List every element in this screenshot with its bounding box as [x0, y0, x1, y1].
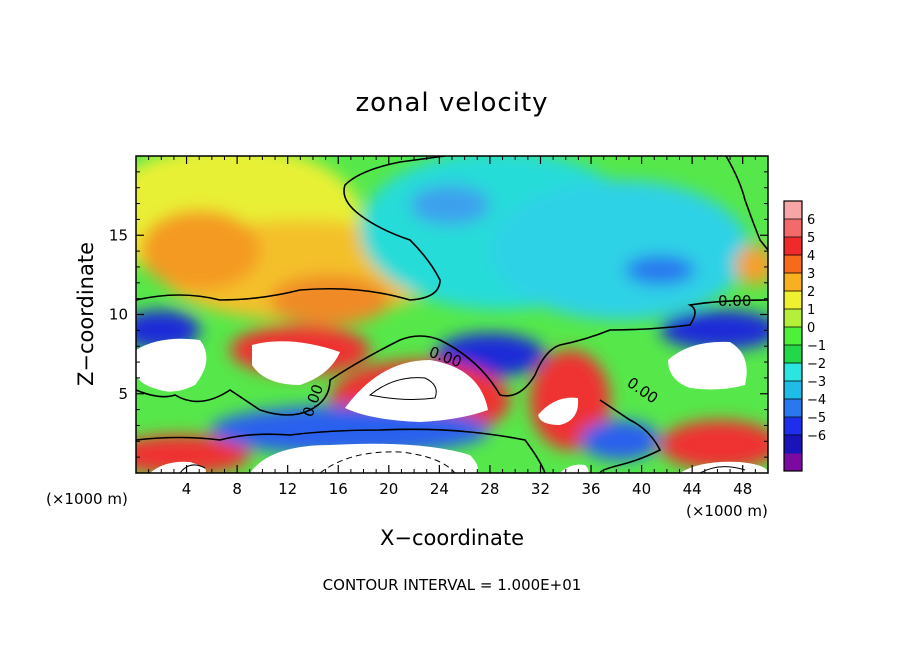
x-tick-label: 12	[278, 480, 297, 498]
y-tick-label: 10	[109, 306, 128, 324]
x-tick-label: 32	[531, 480, 550, 498]
colorbar-swatch	[784, 381, 802, 400]
colorbar-label: 6	[807, 213, 815, 228]
colorbar-label: 4	[807, 249, 815, 264]
colorbar-swatch	[784, 273, 802, 292]
colorbar-label: −6	[807, 429, 826, 444]
colorbar-label: −2	[807, 357, 826, 372]
contour-label: 0.00	[718, 292, 751, 310]
colorbar-legend: 6 5 4 3 2 1 0 −1 −2 −3 −4 −5 −6	[783, 200, 826, 472]
colorbar-swatch	[784, 255, 802, 274]
colorbar-label: 2	[807, 285, 815, 300]
colorbar-swatch	[784, 327, 802, 346]
x-tick-label: 16	[329, 480, 348, 498]
colorbar-label: 3	[807, 267, 815, 282]
contour-interval-annotation: CONTOUR INTERVAL = 1.000E+01	[322, 576, 582, 594]
colorbar-label: 5	[807, 231, 815, 246]
colorbar-label: −3	[807, 375, 826, 390]
colorbar-swatch	[784, 363, 802, 382]
x-unit-label-left: (×1000 m)	[46, 490, 128, 508]
colorbar-swatch	[784, 399, 802, 418]
x-tick-label: 48	[733, 480, 752, 498]
colorbar-swatch	[784, 237, 802, 256]
x-tick-label: 20	[379, 480, 398, 498]
colorbar-label: −5	[807, 411, 826, 426]
x-tick-label: 24	[430, 480, 449, 498]
x-tick-label: 4	[182, 480, 192, 498]
colorbar-label: −1	[807, 339, 826, 354]
chart-title: zonal velocity	[355, 88, 549, 118]
colorbar-swatch	[784, 345, 802, 364]
y-tick-label: 5	[118, 385, 128, 403]
y-tick-label: 15	[109, 226, 128, 244]
colorbar-swatch	[784, 309, 802, 328]
x-tick-label: 40	[632, 480, 651, 498]
colorbar-frame	[783, 200, 803, 472]
x-tick-label: 8	[232, 480, 242, 498]
colorbar-label: 0	[807, 321, 815, 336]
x-tick-label: 44	[683, 480, 702, 498]
velocity-field: 0.00 0.00 0.00 0.00	[136, 156, 768, 473]
colorbar-swatch	[784, 219, 802, 238]
x-axis-label: X−coordinate	[380, 526, 524, 550]
colorbar-swatch	[784, 201, 802, 220]
colorbar-swatch	[784, 435, 802, 454]
x-unit-label-right: (×1000 m)	[686, 502, 768, 520]
x-tick-label: 36	[581, 480, 600, 498]
x-tick-label: 28	[480, 480, 499, 498]
colorbar-swatch	[784, 291, 802, 310]
colorbar-label: 1	[807, 303, 815, 318]
colorbar-swatch	[784, 453, 802, 472]
colorbar-swatch	[784, 417, 802, 436]
colorbar-label: −4	[807, 393, 826, 408]
